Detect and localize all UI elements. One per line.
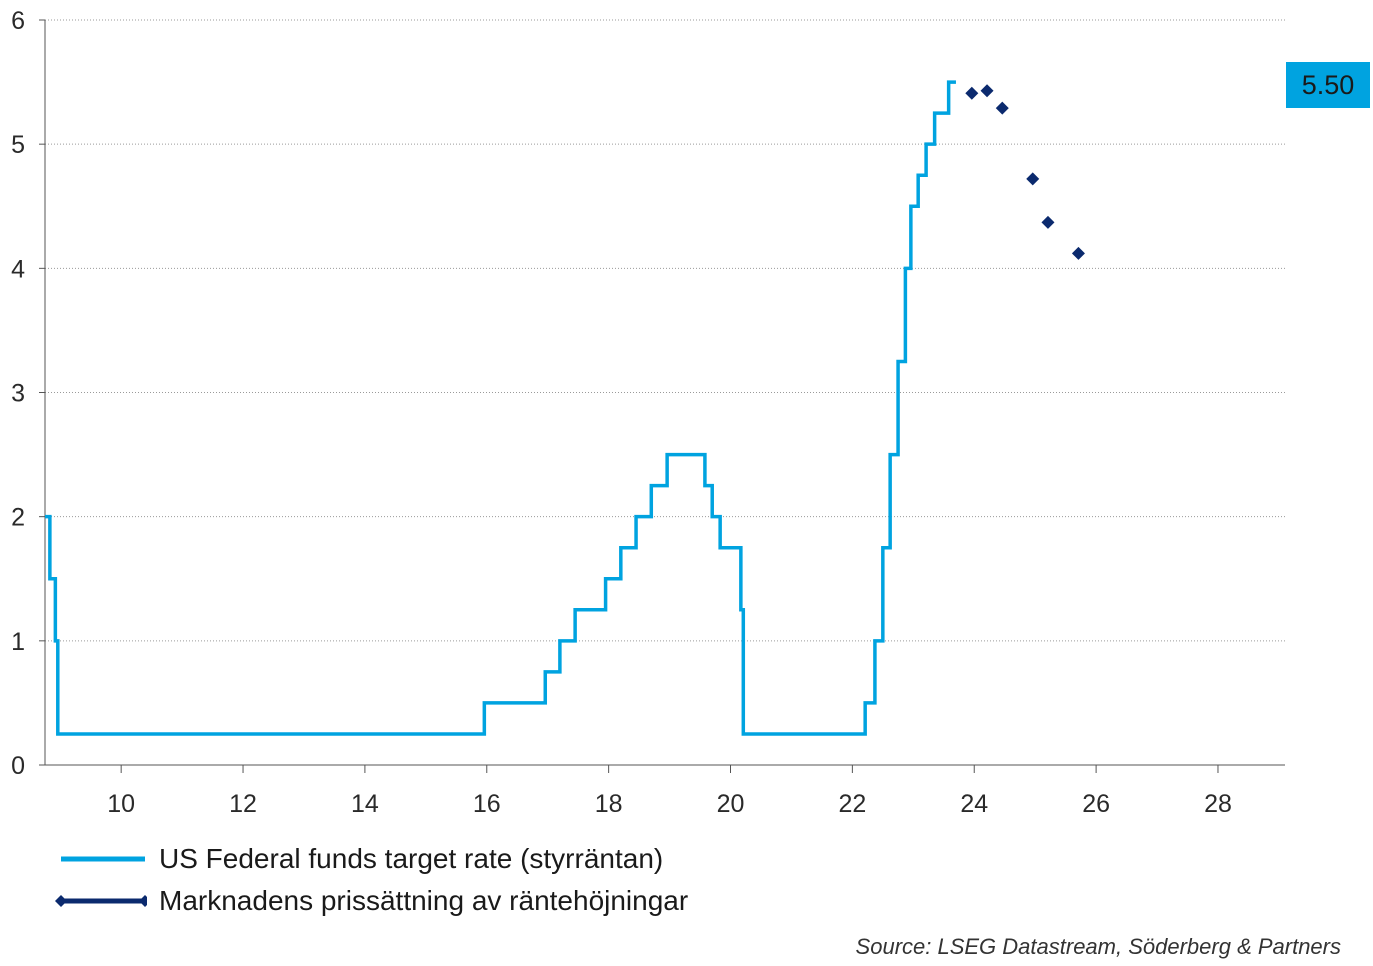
marker-point-0 [965,86,979,100]
y-tick-label-3: 3 [11,380,25,408]
x-tick-label-28: 28 [1204,790,1232,818]
y-tick-label-5: 5 [11,131,25,159]
x-tick-label-16: 16 [473,790,501,818]
marker-point-3 [1026,172,1040,186]
legend-swatch-fed-rate [61,856,145,862]
gridlines [45,19,1285,642]
series-line-fed-rate [45,80,956,736]
legend-item-market: Marknadens prissättning av räntehöjninga… [55,880,688,922]
marker-point-2 [995,101,1009,115]
x-axis-ticks: 10 12 14 16 18 20 22 24 26 28 [107,765,1232,818]
x-tick-label-18: 18 [595,790,623,818]
series-layer [45,80,1085,736]
marker-point-1 [980,84,994,98]
marker-point-5 [1071,246,1085,260]
last-value-badge: 5.50 [1286,62,1370,108]
y-tick-label-1: 1 [11,628,25,656]
y-tick-label-2: 2 [11,504,25,532]
last-value-badge-label: 5.50 [1301,69,1355,100]
y-tick-label-4: 4 [11,255,25,283]
legend-label-market: Marknadens prissättning av räntehöjninga… [159,885,689,916]
y-axis-ticks: 0 1 2 3 4 5 6 [11,7,45,780]
x-tick-label-14: 14 [351,790,379,818]
legend-label-fed-rate: US Federal funds target rate (styrräntan… [159,843,664,874]
legend-item-fed-rate: US Federal funds target rate (styrräntan… [55,838,688,880]
marker-point-4 [1041,215,1055,229]
legend-swatch-market [55,895,147,907]
legend: US Federal funds target rate (styrräntan… [55,838,688,922]
x-tick-label-20: 20 [717,790,745,818]
y-tick-label-6: 6 [11,7,25,35]
x-tick-label-26: 26 [1082,790,1110,818]
y-tick-label-0: 0 [11,752,25,780]
x-tick-label-24: 24 [960,790,988,818]
x-tick-label-22: 22 [838,790,866,818]
x-tick-label-12: 12 [229,790,257,818]
x-tick-label-10: 10 [107,790,135,818]
source-note: Source: LSEG Datastream, Söderberg & Par… [855,934,1341,959]
